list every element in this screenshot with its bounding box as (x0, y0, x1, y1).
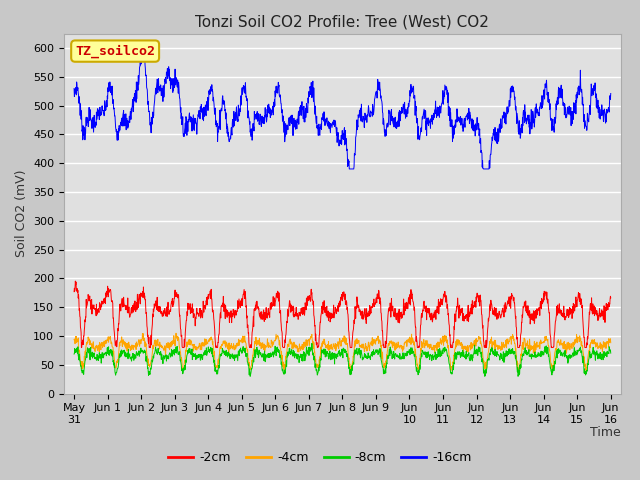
X-axis label: Time: Time (590, 426, 621, 439)
Title: Tonzi Soil CO2 Profile: Tree (West) CO2: Tonzi Soil CO2 Profile: Tree (West) CO2 (195, 15, 490, 30)
Y-axis label: Soil CO2 (mV): Soil CO2 (mV) (15, 170, 28, 257)
Legend: -2cm, -4cm, -8cm, -16cm: -2cm, -4cm, -8cm, -16cm (163, 446, 477, 469)
Text: TZ_soilco2: TZ_soilco2 (75, 44, 155, 58)
